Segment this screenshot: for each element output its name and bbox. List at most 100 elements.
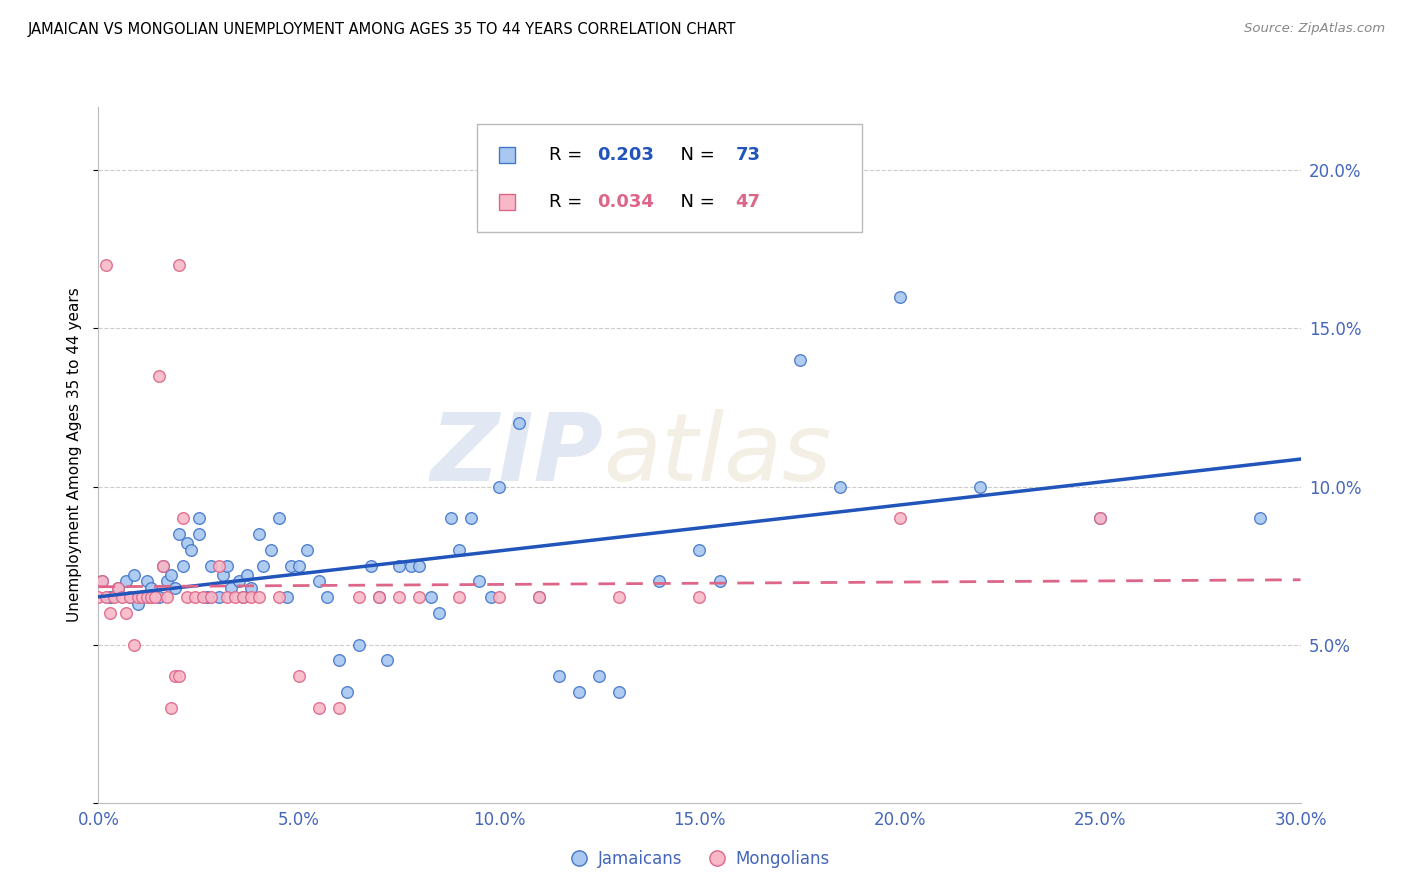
- Point: [211, 568, 233, 582]
- Point: [609, 685, 631, 699]
- Point: [155, 591, 177, 605]
- Point: [336, 685, 359, 699]
- Point: [128, 597, 150, 611]
- Point: [135, 591, 157, 605]
- Point: [143, 591, 166, 605]
- Point: [96, 258, 118, 272]
- Point: [247, 527, 270, 541]
- Point: [195, 591, 218, 605]
- Point: [447, 542, 470, 557]
- Point: [91, 574, 114, 589]
- FancyBboxPatch shape: [477, 124, 862, 232]
- Point: [167, 258, 190, 272]
- Point: [128, 591, 150, 605]
- Point: [295, 542, 318, 557]
- Point: [508, 417, 530, 431]
- Legend: Jamaicans, Mongolians: Jamaicans, Mongolians: [562, 843, 837, 874]
- Point: [187, 511, 209, 525]
- Point: [969, 479, 991, 493]
- Point: [1250, 511, 1272, 525]
- Text: ZIP: ZIP: [430, 409, 603, 501]
- Text: R =: R =: [550, 145, 588, 163]
- Point: [1088, 511, 1111, 525]
- Point: [447, 591, 470, 605]
- Point: [529, 591, 551, 605]
- Point: [689, 542, 711, 557]
- Point: [100, 606, 122, 620]
- Point: [368, 591, 391, 605]
- Point: [529, 591, 551, 605]
- Point: [148, 368, 170, 383]
- Point: [479, 591, 502, 605]
- Point: [368, 591, 391, 605]
- Point: [427, 606, 450, 620]
- Point: [172, 511, 194, 525]
- Text: atlas: atlas: [603, 409, 831, 500]
- Point: [111, 591, 134, 605]
- Point: [328, 701, 350, 715]
- Point: [219, 581, 242, 595]
- Point: [235, 568, 257, 582]
- Point: [347, 591, 370, 605]
- Point: [548, 669, 571, 683]
- Point: [648, 574, 671, 589]
- Point: [152, 558, 174, 573]
- Point: [167, 669, 190, 683]
- Point: [163, 581, 186, 595]
- Point: [115, 574, 138, 589]
- Point: [252, 558, 274, 573]
- Point: [828, 479, 851, 493]
- Text: 0.034: 0.034: [598, 193, 654, 211]
- Point: [155, 574, 177, 589]
- Point: [115, 606, 138, 620]
- Point: [260, 542, 283, 557]
- Point: [408, 591, 430, 605]
- Point: [139, 581, 162, 595]
- Point: [609, 591, 631, 605]
- Point: [215, 591, 238, 605]
- Point: [399, 558, 422, 573]
- Point: [488, 591, 510, 605]
- Text: N =: N =: [669, 193, 721, 211]
- Point: [280, 558, 302, 573]
- Point: [789, 353, 811, 368]
- Point: [228, 574, 250, 589]
- Point: [139, 591, 162, 605]
- Point: [232, 591, 254, 605]
- Point: [183, 591, 205, 605]
- Point: [180, 542, 202, 557]
- Point: [167, 527, 190, 541]
- Text: 73: 73: [735, 145, 761, 163]
- Point: [308, 574, 330, 589]
- Point: [208, 591, 231, 605]
- Point: [152, 558, 174, 573]
- Point: [267, 511, 290, 525]
- Point: [689, 591, 711, 605]
- Point: [460, 511, 482, 525]
- Point: [239, 591, 262, 605]
- Point: [709, 574, 731, 589]
- Point: [87, 591, 110, 605]
- Point: [328, 653, 350, 667]
- Point: [107, 581, 129, 595]
- Point: [375, 653, 398, 667]
- Point: [191, 591, 214, 605]
- Point: [200, 558, 222, 573]
- Point: [276, 591, 298, 605]
- Point: [224, 591, 246, 605]
- Point: [120, 591, 142, 605]
- Point: [420, 591, 443, 605]
- Point: [468, 574, 491, 589]
- Point: [172, 558, 194, 573]
- Point: [120, 591, 142, 605]
- Point: [159, 568, 181, 582]
- Point: [1088, 511, 1111, 525]
- Y-axis label: Unemployment Among Ages 35 to 44 years: Unemployment Among Ages 35 to 44 years: [67, 287, 83, 623]
- Point: [239, 581, 262, 595]
- Point: [176, 591, 198, 605]
- Point: [103, 591, 125, 605]
- Point: [388, 591, 411, 605]
- Point: [388, 558, 411, 573]
- Point: [159, 701, 181, 715]
- Text: 47: 47: [735, 193, 761, 211]
